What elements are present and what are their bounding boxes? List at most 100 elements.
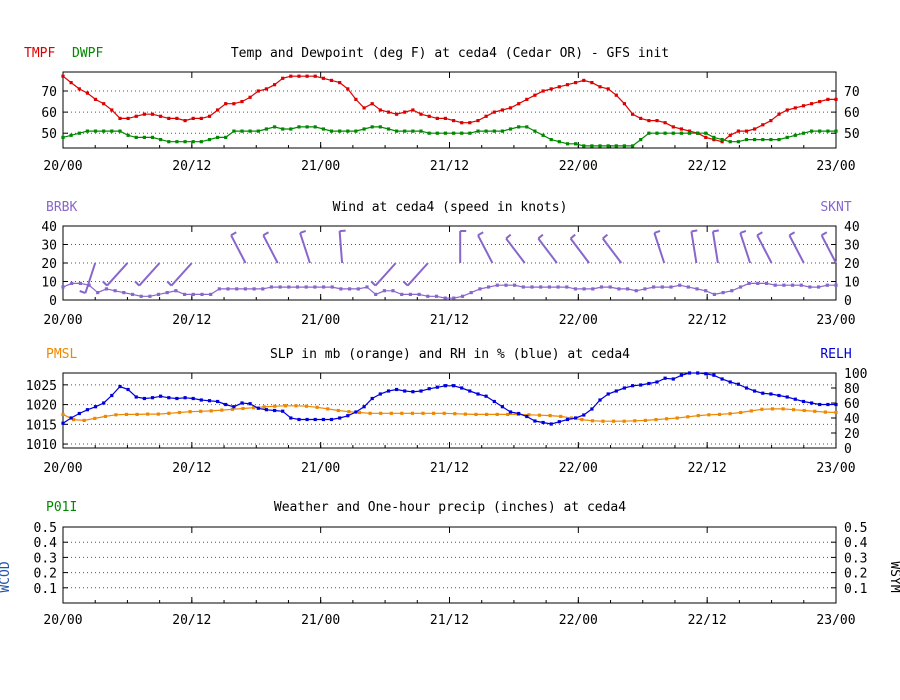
data-point-tmpf xyxy=(761,123,765,127)
right-y-tick-label: 0 xyxy=(844,294,852,309)
data-point-dwpf xyxy=(826,129,830,133)
data-point-pmsl xyxy=(146,412,150,416)
data-point-relh xyxy=(533,419,537,423)
data-point-relh xyxy=(574,416,578,420)
wind-barb-feather xyxy=(537,233,544,240)
y-tick-label: 30 xyxy=(41,239,57,254)
y-tick-label: 1015 xyxy=(26,418,57,433)
data-point-tmpf xyxy=(305,74,309,78)
data-point-dwpf xyxy=(492,129,496,133)
data-point-relh xyxy=(696,371,700,375)
data-point-sknt xyxy=(78,281,82,285)
data-point-tmpf xyxy=(419,112,423,116)
data-point-dwpf xyxy=(525,125,529,129)
data-point-sknt xyxy=(104,287,108,291)
data-point-pmsl xyxy=(569,416,573,420)
data-point-tmpf xyxy=(403,110,407,114)
data-point-dwpf xyxy=(85,129,89,133)
right-y-tick-label: 0.1 xyxy=(844,582,867,597)
data-point-sknt xyxy=(825,283,829,287)
data-point-dwpf xyxy=(728,140,732,144)
data-point-pmsl xyxy=(188,410,192,414)
data-point-dwpf xyxy=(549,138,553,142)
data-point-dwpf xyxy=(744,138,749,142)
right-y-tick-label: 70 xyxy=(844,85,860,100)
data-point-dwpf xyxy=(362,127,366,131)
data-point-relh xyxy=(753,389,757,393)
data-point-sknt xyxy=(547,285,551,289)
data-point-relh xyxy=(378,392,382,396)
data-point-sknt xyxy=(374,292,378,296)
data-point-dwpf xyxy=(232,129,236,133)
data-point-tmpf xyxy=(281,76,285,80)
data-point-relh xyxy=(240,401,244,405)
data-point-dwpf xyxy=(175,140,179,144)
data-point-tmpf xyxy=(313,74,317,78)
data-point-pmsl xyxy=(283,404,287,408)
data-point-tmpf xyxy=(460,121,464,125)
side-label-wcod: WCOD xyxy=(0,561,13,592)
data-point-dwpf xyxy=(297,125,301,129)
data-point-pmsl xyxy=(315,405,319,409)
wind-barb xyxy=(602,237,623,264)
y-tick-label: 1010 xyxy=(26,438,57,453)
data-point-pmsl xyxy=(124,412,129,416)
data-point-relh xyxy=(492,399,496,404)
data-point-dwpf xyxy=(93,129,98,133)
data-point-tmpf xyxy=(720,140,724,144)
data-point-sknt xyxy=(122,291,126,295)
data-point-pmsl xyxy=(717,412,722,416)
data-point-tmpf xyxy=(297,74,301,78)
data-point-pmsl xyxy=(749,409,753,413)
data-point-sknt xyxy=(391,289,395,293)
data-point-pmsl xyxy=(199,409,203,413)
data-point-sknt xyxy=(235,287,239,291)
data-point-sknt xyxy=(96,291,100,295)
data-point-tmpf xyxy=(142,112,146,116)
data-point-sknt xyxy=(304,285,308,289)
data-point-relh xyxy=(232,405,236,409)
y-tick-label: 0.4 xyxy=(34,536,58,551)
data-point-tmpf xyxy=(679,127,683,131)
data-point-tmpf xyxy=(671,125,675,129)
data-point-sknt xyxy=(400,292,404,296)
data-point-relh xyxy=(598,398,602,402)
data-point-pmsl xyxy=(241,406,245,411)
y-tick-label: 40 xyxy=(41,220,57,235)
data-point-relh xyxy=(386,389,391,393)
data-point-sknt xyxy=(226,287,230,291)
data-point-dwpf xyxy=(443,131,447,135)
wind-barb-feather xyxy=(299,229,307,234)
data-point-dwpf xyxy=(281,127,285,131)
data-point-pmsl xyxy=(400,411,404,415)
data-point-dwpf xyxy=(142,135,146,139)
data-point-dwpf xyxy=(395,129,399,133)
data-point-pmsl xyxy=(72,418,76,422)
data-point-relh xyxy=(834,402,838,407)
data-point-pmsl xyxy=(410,411,414,415)
data-point-tmpf xyxy=(159,114,163,118)
data-point-relh xyxy=(435,385,439,389)
data-point-dwpf xyxy=(736,140,740,144)
data-point-pmsl xyxy=(590,419,595,423)
y-tick-label: 10 xyxy=(41,276,57,291)
side-label-wsym: WSYM xyxy=(887,561,900,592)
x-tick-label: 20/00 xyxy=(43,613,82,628)
wind-barb xyxy=(84,262,97,294)
data-point-sknt xyxy=(695,287,699,291)
x-tick-label: 21/12 xyxy=(430,613,469,628)
data-point-sknt xyxy=(582,287,586,291)
data-point-tmpf xyxy=(508,106,513,110)
data-point-pmsl xyxy=(103,414,107,418)
wind-barb-feather xyxy=(166,280,173,287)
legend-label-p01i: P01I xyxy=(46,500,77,515)
data-point-sknt xyxy=(261,287,265,291)
wind-barb xyxy=(477,234,494,264)
data-point-pmsl xyxy=(336,408,340,413)
right-y-tick-label: 60 xyxy=(844,397,860,412)
data-point-dwpf xyxy=(305,125,309,129)
data-point-relh xyxy=(354,410,358,414)
data-point-dwpf xyxy=(102,129,106,133)
wind-barb xyxy=(739,232,752,264)
x-tick-label: 21/12 xyxy=(430,313,469,328)
